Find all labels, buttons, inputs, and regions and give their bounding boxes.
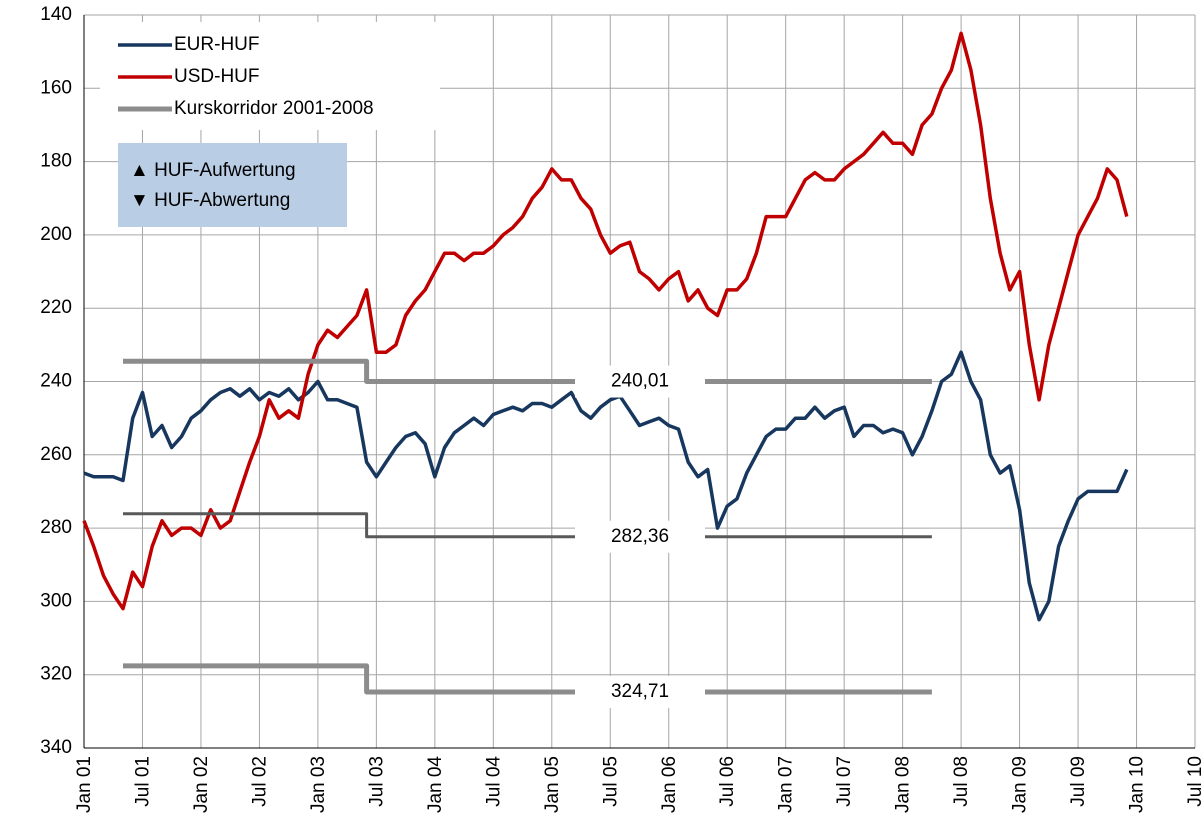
series-line [83,350,1129,622]
y-tick-label: 140 [40,4,72,25]
y-tick-label: 340 [40,737,72,758]
x-tick-label: Jan 04 [425,756,446,813]
value-label-bg [575,365,705,398]
x-tick-label: Jan 02 [191,756,212,813]
y-tick-label: 320 [40,664,72,685]
y-tick-label: 300 [40,590,72,611]
y-tick-label: 280 [40,517,72,538]
x-tick-label: Jul 05 [600,756,621,807]
x-tick-label: Jul 10 [1185,756,1202,807]
legend-label: Kurskorridor 2001-2008 [174,98,374,119]
value-label-bg [575,520,705,553]
value-label: 240,01 [611,371,669,392]
x-tick-label: Jan 10 [1127,756,1148,813]
y-tick-label: 240 [40,371,72,392]
x-tick-label: Jul 01 [132,756,153,807]
x-tick-label: Jan 05 [542,756,563,813]
x-tick-label: Jan 07 [776,756,797,813]
y-tick-label: 160 [40,77,72,98]
y-tick-label: 220 [40,297,72,318]
x-tick-label: Jul 09 [1068,756,1089,807]
x-tick-label: Jul 02 [249,756,270,807]
x-tick-label: Jul 07 [834,756,855,807]
series-line [123,512,932,539]
x-tick-label: Jul 06 [717,756,738,807]
series-line [123,358,932,384]
x-tick-label: Jan 08 [893,756,914,813]
annotation-box [118,143,347,227]
x-tick-label: Jul 04 [483,756,504,807]
annotation: ▼ HUF-Abwertung [130,190,290,211]
annotation: ▲ HUF-Aufwertung [130,160,296,181]
y-tick-label: 200 [40,224,72,245]
x-tick-label: Jan 01 [74,756,95,813]
series-line [82,31,1129,611]
lines [82,22,1129,695]
x-tick-label: Jan 03 [308,756,329,813]
value-label: 282,36 [611,526,669,547]
legend-label: USD-HUF [174,66,260,87]
y-tick-label: 260 [40,444,72,465]
value-label-bg [575,675,705,708]
y-tick-label: 180 [40,151,72,172]
legend-label: EUR-HUF [174,34,260,55]
x-tick-label: Jan 06 [659,756,680,813]
x-tick-label: Jul 03 [366,756,387,807]
series-line [123,663,932,695]
x-tick-label: Jan 09 [1010,756,1031,813]
value-label: 324,71 [611,681,669,702]
x-tick-label: Jul 08 [951,756,972,807]
